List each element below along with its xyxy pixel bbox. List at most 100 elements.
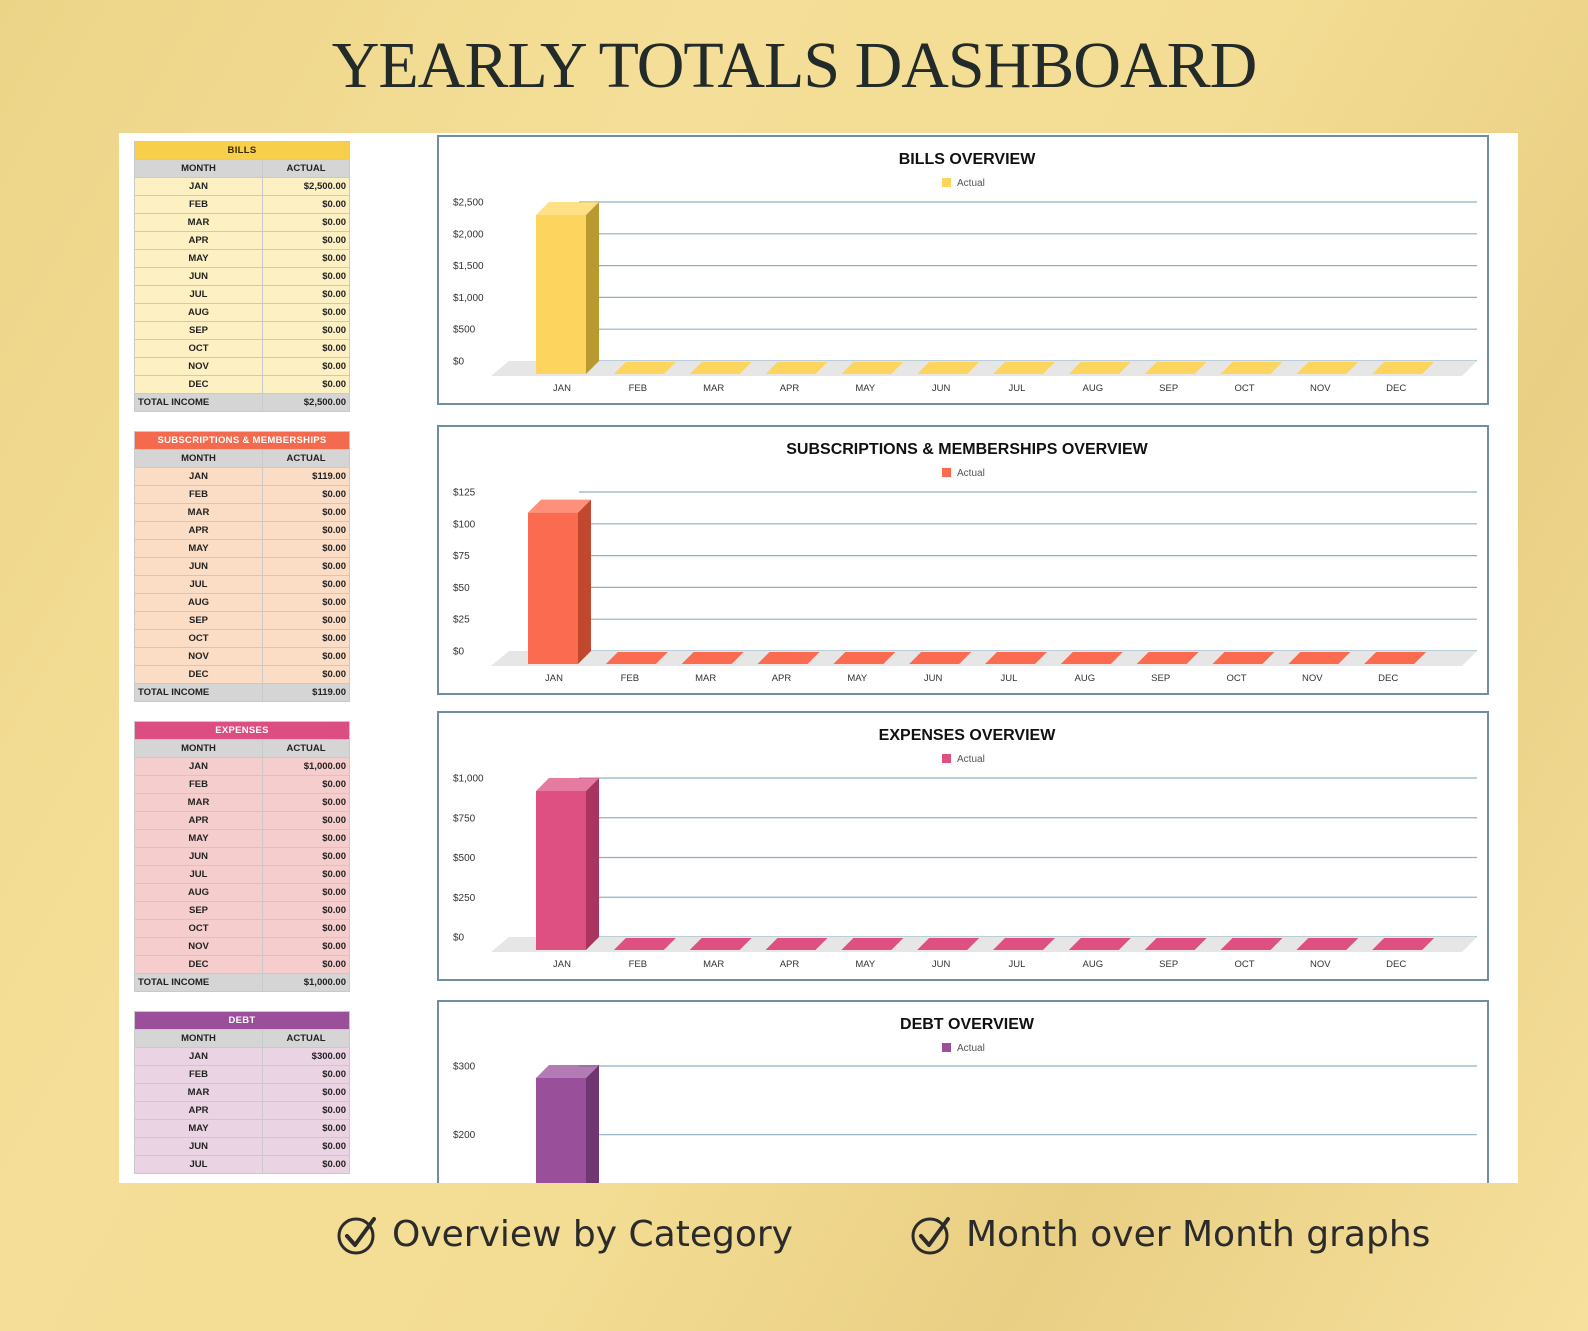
- month-cell[interactable]: FEB: [134, 485, 263, 504]
- bar[interactable]: [689, 938, 752, 950]
- bar[interactable]: [1212, 652, 1275, 664]
- actual-cell[interactable]: $0.00: [262, 629, 350, 648]
- actual-cell[interactable]: $0.00: [262, 521, 350, 540]
- bar[interactable]: [1068, 938, 1131, 950]
- bar[interactable]: [1220, 362, 1283, 374]
- bar[interactable]: [528, 512, 578, 664]
- actual-cell[interactable]: $0.00: [261, 285, 351, 304]
- actual-cell[interactable]: $0.00: [262, 575, 350, 594]
- actual-cell[interactable]: $0.00: [262, 611, 350, 630]
- actual-cell[interactable]: $0.00: [262, 847, 350, 866]
- actual-cell[interactable]: $0.00: [261, 267, 351, 286]
- month-cell[interactable]: OCT: [134, 339, 263, 358]
- bar[interactable]: [757, 652, 820, 664]
- actual-cell[interactable]: $119.00: [262, 467, 350, 486]
- month-cell[interactable]: APR: [134, 231, 263, 250]
- month-cell[interactable]: OCT: [134, 629, 263, 648]
- bar[interactable]: [1372, 938, 1435, 950]
- actual-cell[interactable]: $0.00: [262, 1083, 350, 1102]
- actual-cell[interactable]: $0.00: [262, 883, 350, 902]
- bar[interactable]: [841, 362, 904, 374]
- month-cell[interactable]: DEC: [134, 665, 263, 684]
- month-cell[interactable]: FEB: [134, 775, 263, 794]
- month-cell[interactable]: JUL: [134, 865, 263, 884]
- actual-cell[interactable]: $0.00: [261, 321, 351, 340]
- bar[interactable]: [765, 362, 828, 374]
- bar[interactable]: [917, 362, 980, 374]
- bar[interactable]: [1220, 938, 1283, 950]
- month-cell[interactable]: JUN: [134, 847, 263, 866]
- month-cell[interactable]: AUG: [134, 593, 263, 612]
- actual-cell[interactable]: $0.00: [262, 557, 350, 576]
- month-cell[interactable]: FEB: [134, 1065, 263, 1084]
- month-cell[interactable]: MAR: [134, 1083, 263, 1102]
- actual-cell[interactable]: $0.00: [262, 665, 350, 684]
- month-cell[interactable]: JAN: [134, 467, 263, 486]
- bar[interactable]: [613, 362, 676, 374]
- actual-cell[interactable]: $0.00: [262, 919, 350, 938]
- month-cell[interactable]: JUN: [134, 267, 263, 286]
- month-cell[interactable]: MAR: [134, 503, 263, 522]
- actual-cell[interactable]: $0.00: [262, 775, 350, 794]
- bar[interactable]: [1364, 652, 1427, 664]
- actual-cell[interactable]: $0.00: [262, 937, 350, 956]
- actual-cell[interactable]: $0.00: [261, 375, 351, 394]
- bar[interactable]: [993, 362, 1055, 374]
- month-cell[interactable]: JUN: [134, 1137, 263, 1156]
- bar[interactable]: [1296, 938, 1359, 950]
- month-cell[interactable]: NOV: [134, 357, 263, 376]
- month-cell[interactable]: JAN: [134, 177, 263, 196]
- month-cell[interactable]: SEP: [134, 321, 263, 340]
- actual-cell[interactable]: $0.00: [262, 955, 350, 974]
- actual-cell[interactable]: $0.00: [261, 249, 351, 268]
- actual-cell[interactable]: $0.00: [262, 1101, 350, 1120]
- bar[interactable]: [833, 652, 896, 664]
- month-cell[interactable]: NOV: [134, 937, 263, 956]
- month-cell[interactable]: MAY: [134, 539, 263, 558]
- month-cell[interactable]: DEC: [134, 955, 263, 974]
- bar[interactable]: [1372, 362, 1435, 374]
- bar[interactable]: [613, 938, 676, 950]
- actual-cell[interactable]: $0.00: [262, 503, 350, 522]
- month-cell[interactable]: NOV: [134, 647, 263, 666]
- month-cell[interactable]: JAN: [134, 1047, 263, 1066]
- actual-cell[interactable]: $0.00: [262, 1119, 350, 1138]
- bar[interactable]: [985, 652, 1047, 664]
- bar[interactable]: [681, 652, 744, 664]
- actual-cell[interactable]: $0.00: [262, 901, 350, 920]
- actual-cell[interactable]: $2,500.00: [261, 177, 351, 196]
- month-cell[interactable]: MAY: [134, 249, 263, 268]
- month-cell[interactable]: JUN: [134, 557, 263, 576]
- month-cell[interactable]: APR: [134, 1101, 263, 1120]
- bar[interactable]: [605, 652, 668, 664]
- month-cell[interactable]: SEP: [134, 901, 263, 920]
- actual-cell[interactable]: $0.00: [261, 339, 351, 358]
- month-cell[interactable]: MAR: [134, 793, 263, 812]
- month-cell[interactable]: OCT: [134, 919, 263, 938]
- actual-cell[interactable]: $0.00: [262, 865, 350, 884]
- bar[interactable]: [1068, 362, 1131, 374]
- actual-cell[interactable]: $0.00: [262, 539, 350, 558]
- actual-cell[interactable]: $0.00: [262, 1155, 350, 1174]
- actual-cell[interactable]: $0.00: [262, 811, 350, 830]
- month-cell[interactable]: SEP: [134, 611, 263, 630]
- bar[interactable]: [536, 1078, 586, 1183]
- month-cell[interactable]: MAY: [134, 829, 263, 848]
- actual-cell[interactable]: $0.00: [262, 1137, 350, 1156]
- bar[interactable]: [536, 791, 586, 950]
- month-cell[interactable]: AUG: [134, 883, 263, 902]
- month-cell[interactable]: DEC: [134, 375, 263, 394]
- actual-cell[interactable]: $300.00: [262, 1047, 350, 1066]
- actual-cell[interactable]: $0.00: [261, 213, 351, 232]
- actual-cell[interactable]: $0.00: [262, 647, 350, 666]
- actual-cell[interactable]: $0.00: [261, 303, 351, 322]
- actual-cell[interactable]: $0.00: [261, 357, 351, 376]
- bar[interactable]: [765, 938, 828, 950]
- month-cell[interactable]: APR: [134, 521, 263, 540]
- month-cell[interactable]: APR: [134, 811, 263, 830]
- bar[interactable]: [1144, 362, 1207, 374]
- actual-cell[interactable]: $0.00: [262, 593, 350, 612]
- bar[interactable]: [917, 938, 980, 950]
- actual-cell[interactable]: $0.00: [262, 1065, 350, 1084]
- bar[interactable]: [1296, 362, 1359, 374]
